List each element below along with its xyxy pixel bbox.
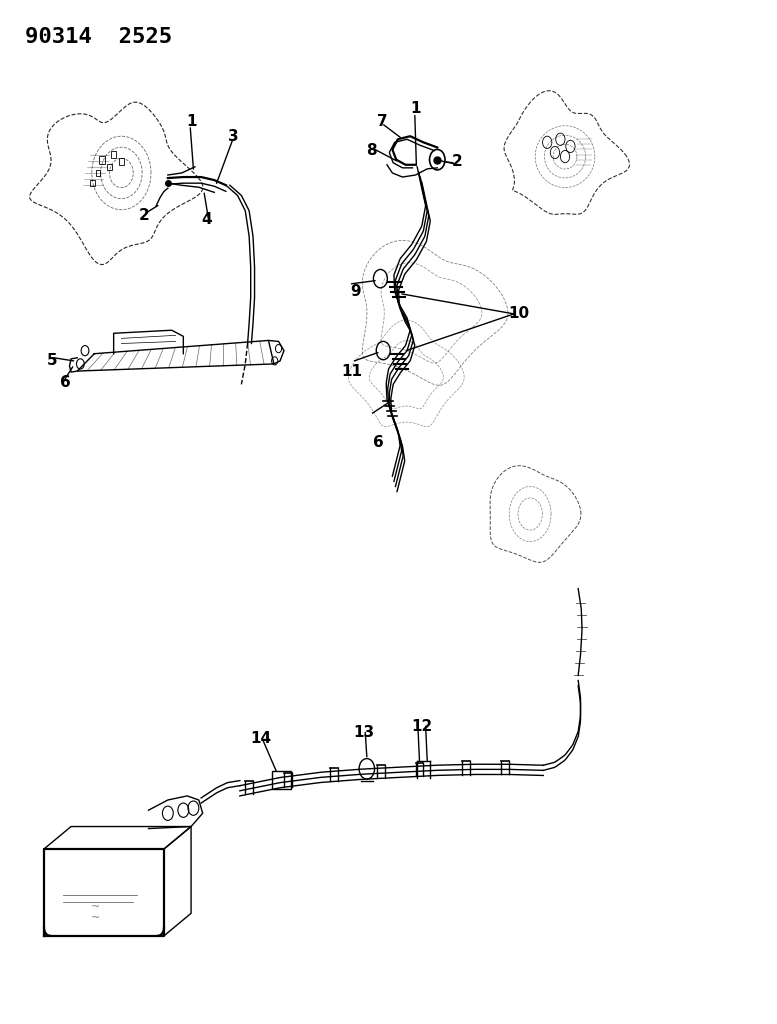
Text: 4: 4 [201, 212, 212, 227]
Text: 2: 2 [451, 155, 462, 169]
Text: 12: 12 [411, 719, 433, 734]
Bar [111, 151, 117, 158]
Text: 9: 9 [350, 284, 361, 299]
Text: 14: 14 [250, 731, 271, 746]
Text: 10: 10 [508, 306, 529, 322]
Text: 5: 5 [47, 353, 57, 369]
Text: 6: 6 [61, 375, 71, 390]
Text: 90314  2525: 90314 2525 [25, 27, 172, 47]
Text: 1: 1 [186, 115, 197, 129]
Text: 2: 2 [139, 208, 150, 223]
Text: 6: 6 [373, 435, 384, 451]
Bar [119, 158, 124, 165]
Text: 13: 13 [354, 725, 375, 740]
Text: ~: ~ [90, 902, 99, 912]
Text: 11: 11 [341, 364, 362, 379]
Text: 1: 1 [410, 101, 421, 116]
Bar [107, 164, 112, 170]
Text: 3: 3 [228, 129, 239, 143]
Bar [99, 156, 105, 164]
Bar [96, 170, 100, 176]
Bar [90, 180, 95, 186]
Text: ~: ~ [90, 912, 99, 923]
Bar [273, 771, 291, 790]
Text: 8: 8 [366, 143, 377, 158]
Text: 7: 7 [377, 115, 388, 129]
